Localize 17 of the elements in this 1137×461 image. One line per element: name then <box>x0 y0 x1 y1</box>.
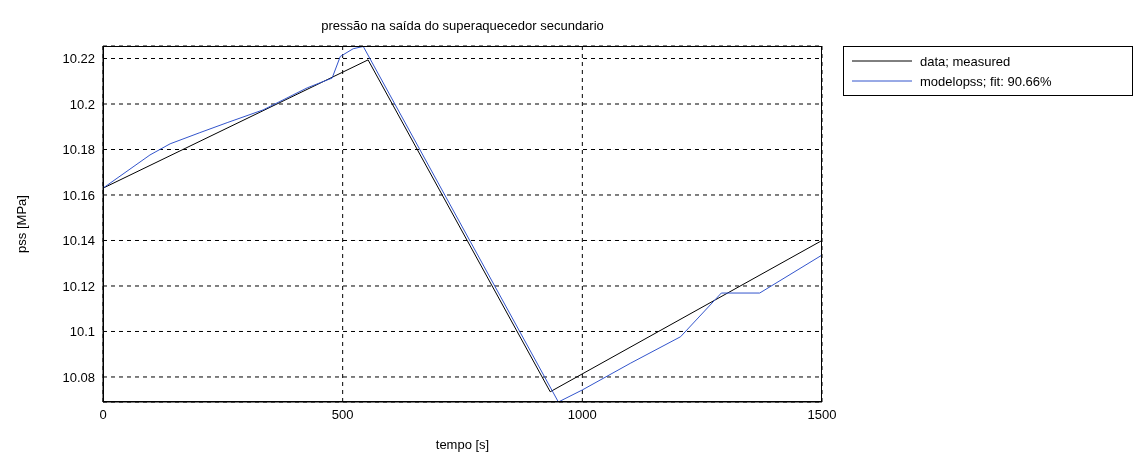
y-tick-label: 10.1 <box>69 324 95 340</box>
legend-label: modelopss; fit: 90.66% <box>920 73 1052 89</box>
x-axis-title: tempo [s] <box>435 437 490 452</box>
y-tick-label: 10.16 <box>62 187 95 203</box>
y-tick-label: 10.08 <box>62 369 95 385</box>
x-tick-label: 1500 <box>807 407 837 423</box>
y-tick-label: 10.14 <box>62 233 95 249</box>
x-tick-label: 1000 <box>567 407 597 423</box>
y-tick-label: 10.18 <box>62 142 95 158</box>
chart-title: pressão na saída do superaquecedor secundario <box>320 18 605 33</box>
y-tick-label: 10.2 <box>69 96 95 112</box>
x-tick-label: 0 <box>99 407 107 423</box>
legend-label: data; measured <box>920 53 1011 69</box>
y-tick-label: 10.22 <box>62 51 95 67</box>
y-axis-title: pss [MPa] <box>13 195 29 253</box>
x-tick-label: 500 <box>331 407 354 423</box>
y-tick-label: 10.12 <box>62 278 95 294</box>
